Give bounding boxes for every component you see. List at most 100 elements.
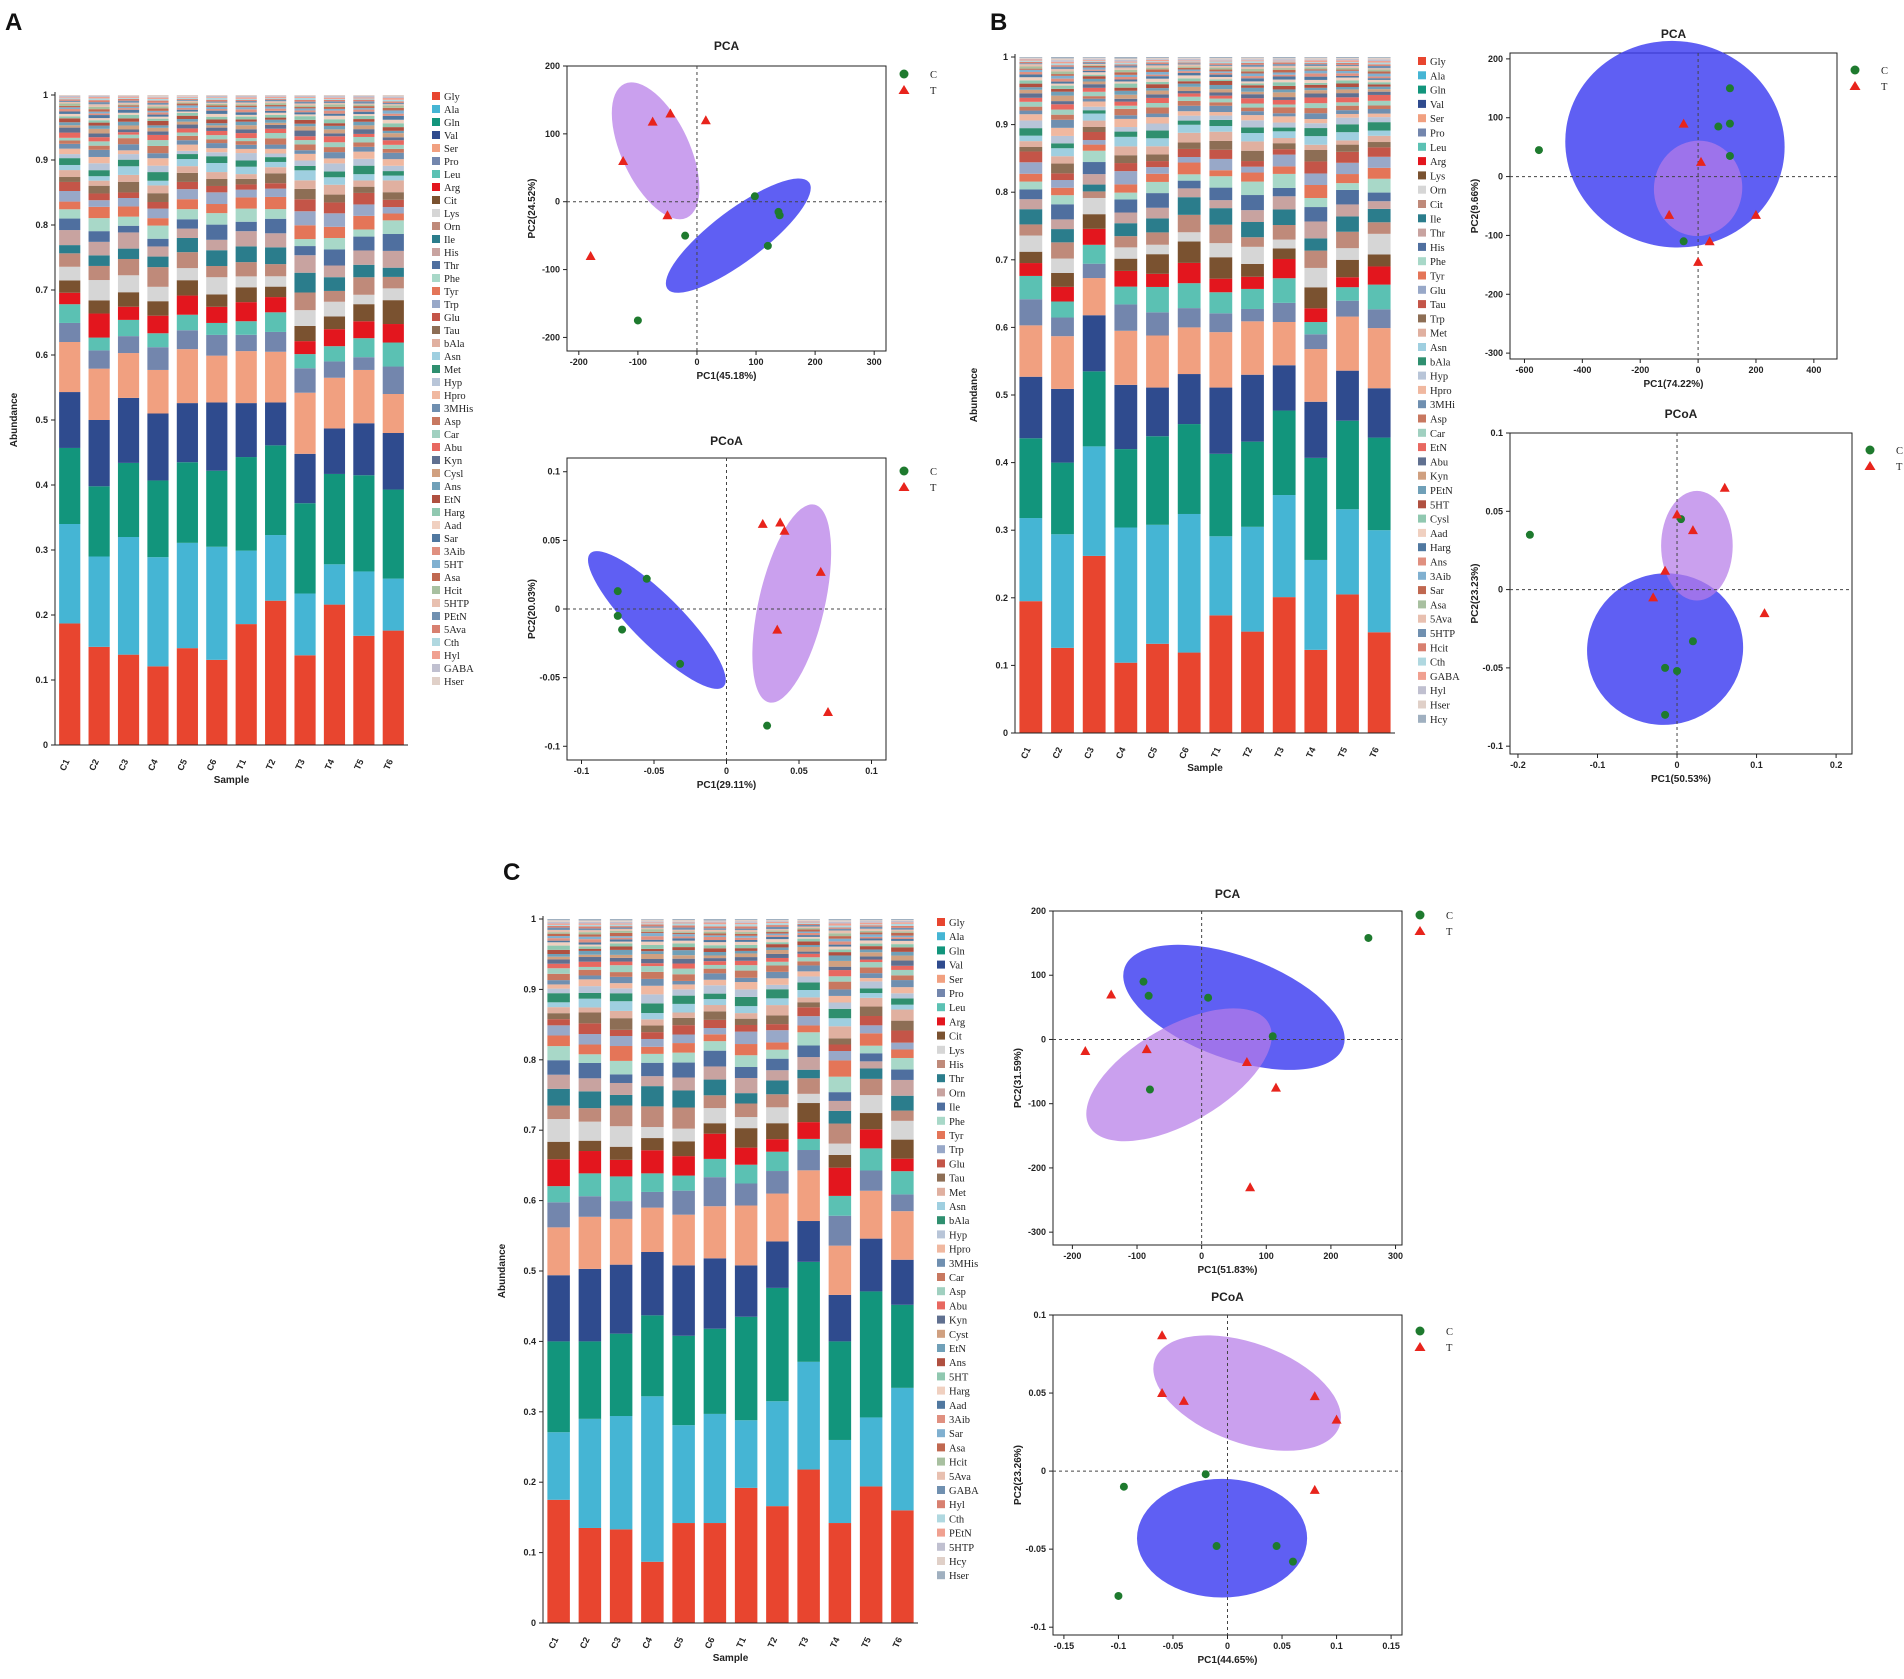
legend-label-Phe: Phe [1430, 257, 1446, 268]
bar-segment-C2-5HT [578, 946, 602, 949]
bar-segment-T4-Kyn [1304, 90, 1328, 94]
y-tick-label: 0.1 [547, 467, 560, 477]
bar-segment-T3-Val [797, 1221, 820, 1262]
x-tick-label: T5 [1336, 746, 1350, 760]
bar-segment-C2-Pro [1051, 317, 1074, 337]
bar-segment-C4-3MHis [147, 153, 169, 159]
bar-segment-T3-Glu [294, 199, 316, 212]
point-C [1725, 151, 1734, 160]
bar-segment-C3-Leu [1082, 244, 1106, 264]
bar-segment-T2-5HTP [265, 101, 287, 104]
bar-segment-T4-Cit [323, 316, 346, 330]
bar-segment-C6-Aad [703, 940, 727, 943]
x-tick-label: C2 [578, 1636, 592, 1651]
bar-segment-C5-Asa [672, 932, 695, 935]
bar-segment-T3-EtN [294, 119, 316, 124]
legend-swatch-Gln [432, 118, 440, 126]
bar-segment-C1-Tau [547, 1013, 570, 1020]
point-C [613, 611, 622, 620]
y-tick-label: 1 [43, 90, 48, 100]
legend-swatch-Phe [432, 274, 440, 282]
legend-label-Trp: Trp [1430, 314, 1445, 325]
bar-segment-C2-Hpro [1051, 127, 1074, 136]
bar-segment-T1-GABA [235, 96, 257, 98]
bar-segment-C6-Abu [703, 961, 727, 965]
bar-segment-C3-5HT [609, 943, 633, 947]
bar-segment-C3-3MHis [609, 976, 633, 984]
bar-segment-T2-EtN [265, 117, 287, 120]
x-tick-label: 0 [694, 357, 699, 367]
bar-segment-C6-Leu [206, 322, 228, 335]
bar-segment-C5-3Aib [1146, 71, 1169, 75]
bar-segment-T6-Hcit [891, 931, 914, 933]
bar-segment-T6-Leu [891, 1171, 914, 1195]
bar-segment-T4-Leu [323, 346, 346, 362]
bar-segment-T4-3Aib [1304, 70, 1328, 74]
bar-segment-C2-Ser [578, 1216, 602, 1269]
bar-segment-C6-Asn [703, 999, 727, 1006]
legend-label-Harg: Harg [444, 508, 466, 519]
bar-segment-C1-Gln [1019, 438, 1043, 519]
bar-segment-T4-Tyr [323, 226, 346, 238]
bar-segment-C2-EtN [88, 122, 110, 126]
bar-segment-C4-Cth [1114, 62, 1138, 65]
bar-segment-T5-Glu [353, 192, 375, 205]
bar-segment-T5-EtN [1336, 97, 1359, 103]
bar-segment-T2-Asn [1241, 133, 1264, 142]
bar-segment-C3-5HTP [1082, 62, 1106, 64]
bar-segment-T6-Cth [891, 923, 914, 926]
scatter-legend: CT [1414, 910, 1453, 938]
bar-segment-C6-Trp [703, 1028, 727, 1035]
x-tick-label: -0.2 [1510, 760, 1526, 770]
bar-segment-C1-Val [1019, 376, 1043, 439]
legend-swatch-Lys [1418, 171, 1426, 180]
legend-swatch-Cit [432, 196, 440, 204]
bar-segment-T5-Kyn [353, 129, 375, 134]
legend-label-His: His [444, 248, 459, 259]
bar-segment-T5-Hser [859, 919, 883, 921]
bar-segment-C1-Aad [59, 113, 81, 117]
bar-segment-C3-GABA [609, 927, 633, 929]
bar-segment-T1-Ile [1209, 208, 1233, 225]
bar-segment-T4-Ans [1304, 73, 1328, 77]
bar-segment-T2-Glu [1241, 166, 1264, 173]
point-C [750, 192, 759, 201]
legend-swatch-Hyl [1418, 686, 1426, 695]
bar-segment-C3-Car [117, 134, 140, 139]
bar-segment-C2-Tau [1051, 173, 1074, 181]
bar-segment-C2-Car [578, 969, 602, 976]
bar-segment-T1-Tyr [235, 197, 257, 209]
bar-segment-T6-Tyr [382, 213, 404, 221]
bar-segment-T5-Harg [353, 115, 375, 120]
bar-segment-T1-Phe [1209, 176, 1233, 188]
bar-segment-C6-Tyr [206, 204, 228, 214]
bar-segment-T1-Glu [1209, 158, 1233, 171]
legend-marker-T [898, 482, 910, 491]
bar-segment-C6-Hyp [703, 985, 727, 994]
bar-segment-C3-Arg [1082, 228, 1106, 245]
bar-segment-T1-His [734, 1103, 758, 1118]
legend-label-Ans: Ans [1430, 558, 1447, 569]
bar-segment-T5-Ala [353, 571, 375, 636]
bar-segment-T4-Cysl [323, 129, 346, 134]
bar-segment-T1-Cysl [235, 125, 257, 130]
bar-segment-C3-Lys [117, 275, 140, 293]
bar-segment-T4-Trp [1304, 149, 1328, 162]
bar-segment-C1-EtN [1019, 97, 1043, 102]
bar-segment-T1-Sar [235, 112, 257, 115]
bar-segment-T6-Orn [382, 276, 404, 289]
bar-segment-T5-Ans [353, 121, 375, 126]
bar-segment-T3-3MHis [294, 150, 316, 154]
bar-segment-T2-Tau [766, 1015, 789, 1025]
bar-segment-T6-Harg [1367, 78, 1391, 80]
bar-segment-T5-Pro [859, 1170, 883, 1191]
bar-segment-C4-Lys [641, 1127, 664, 1139]
x-axis-label: PC1(50.53%) [1651, 774, 1711, 785]
bar-segment-C4-GABA [1114, 61, 1138, 63]
bar-segment-C4-Hpro [147, 158, 169, 166]
legend-label-Car: Car [1430, 429, 1446, 440]
bar-segment-T2-Orn [265, 264, 287, 277]
legend-swatch-Aad [1418, 528, 1426, 537]
bar-segment-T6-5HT [891, 944, 914, 948]
legend-swatch-Met [937, 1187, 945, 1196]
